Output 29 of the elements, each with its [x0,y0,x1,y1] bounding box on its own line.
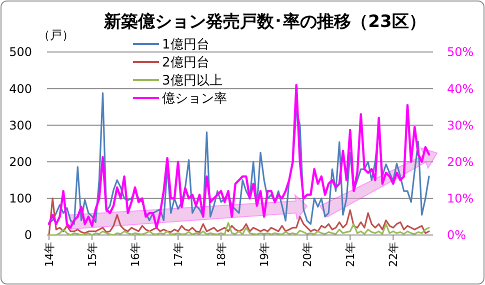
y2-tick-label: 30% [447,118,474,132]
x-tick-label: 14年 [43,242,56,267]
y-tick-label: 300 [9,118,32,132]
y2-tick-label: 40% [447,82,474,96]
x-tick-label: 20年 [301,242,314,267]
y-axis-title: （戸） [38,28,74,42]
x-tick-label: 22年 [387,242,400,267]
y-tick-label: 200 [9,155,32,169]
legend-label: 1億円台 [162,38,210,53]
x-tick-label: 17年 [172,242,186,267]
y-tick-label: 500 [9,45,32,60]
y2-tick-label: 50% [447,45,474,60]
x-tick-label: 19年 [258,242,272,267]
x-tick-label: 15年 [86,242,100,267]
legend-label: 2億円台 [162,56,210,71]
y-tick-label: 0 [24,228,32,242]
y2-tick-label: 10% [447,192,474,206]
x-tick-label: 16年 [129,242,142,267]
x-tick-label: 21年 [344,242,358,267]
legend-label: 億ション率 [162,90,227,107]
y-tick-label: 100 [9,192,32,206]
line-series [48,198,430,236]
chart-title: 新築億ション発売戸数･率の推移（23区） [103,12,426,32]
y2-tick-label: 20% [447,155,474,169]
line-series [48,222,430,236]
y-tick-label: 400 [9,82,32,96]
x-tick-label: 18年 [215,242,228,267]
legend-label: 3億円以上 [162,74,222,89]
y2-tick-label: 0% [447,228,466,242]
